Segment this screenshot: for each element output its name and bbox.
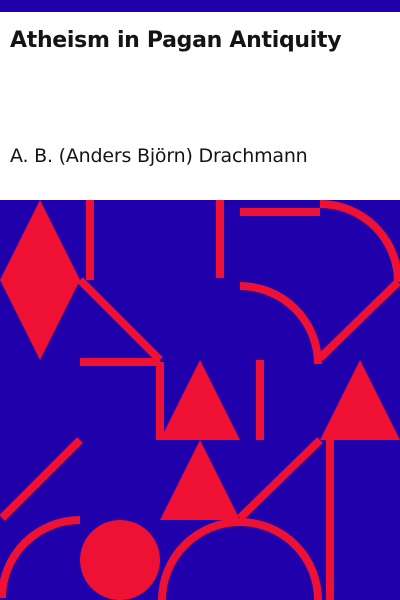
- red-circle: [80, 520, 160, 600]
- artwork-lines: [0, 200, 400, 600]
- red-triangle-right: [320, 360, 400, 440]
- top-color-band: [0, 0, 400, 12]
- artwork-shapes: [0, 200, 400, 600]
- red-diamond: [0, 200, 80, 360]
- cover-artwork: [0, 200, 400, 600]
- red-triangle-upper: [160, 360, 240, 440]
- book-author: A. B. (Anders Björn) Drachmann: [10, 145, 308, 167]
- red-triangle-lower: [160, 440, 240, 520]
- book-title: Atheism in Pagan Antiquity: [10, 28, 342, 53]
